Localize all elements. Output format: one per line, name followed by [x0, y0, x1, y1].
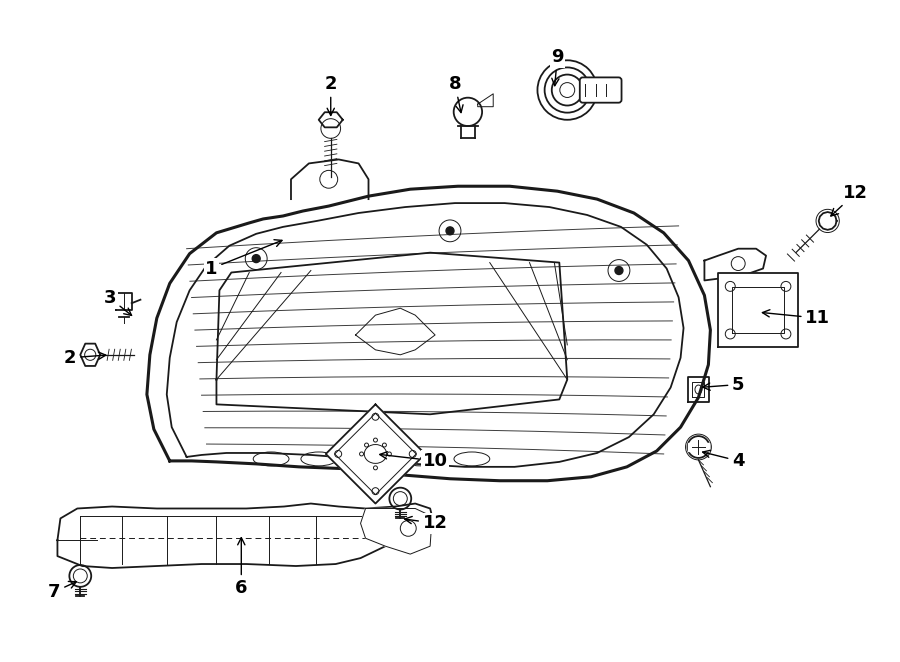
Polygon shape	[705, 249, 766, 281]
Text: 2: 2	[325, 75, 337, 115]
Polygon shape	[58, 504, 432, 568]
Polygon shape	[819, 212, 837, 230]
Text: 5: 5	[703, 375, 744, 393]
Polygon shape	[80, 344, 100, 366]
Text: 2: 2	[64, 349, 106, 367]
Text: 3: 3	[104, 289, 131, 315]
Circle shape	[252, 255, 260, 263]
Text: 1: 1	[205, 240, 282, 277]
Polygon shape	[319, 113, 343, 127]
Text: 6: 6	[235, 538, 248, 597]
Polygon shape	[478, 94, 493, 107]
Text: 12: 12	[831, 184, 868, 216]
Polygon shape	[361, 508, 432, 554]
Text: 8: 8	[449, 75, 464, 113]
Circle shape	[552, 75, 583, 105]
Text: 4: 4	[703, 450, 744, 470]
Text: 12: 12	[405, 514, 447, 532]
Polygon shape	[147, 186, 710, 481]
FancyBboxPatch shape	[580, 77, 622, 103]
Text: 11: 11	[762, 309, 830, 327]
Polygon shape	[718, 273, 797, 348]
Circle shape	[446, 227, 454, 235]
Circle shape	[615, 267, 623, 275]
Polygon shape	[326, 404, 425, 504]
Text: 9: 9	[551, 48, 563, 85]
Text: 10: 10	[380, 451, 447, 470]
Text: 7: 7	[49, 581, 76, 601]
Polygon shape	[688, 443, 709, 451]
